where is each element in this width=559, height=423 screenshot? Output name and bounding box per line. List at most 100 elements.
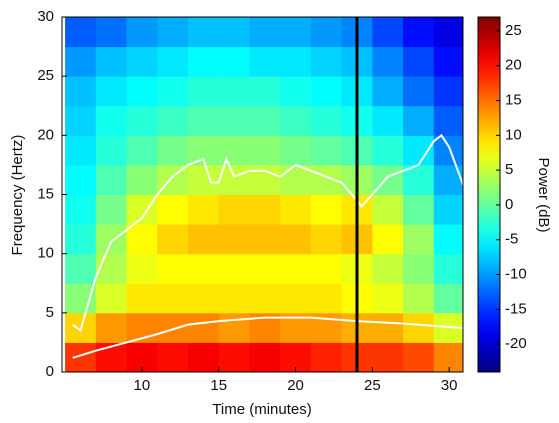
heatmap-cell — [249, 342, 281, 372]
y-tick-label: 5 — [46, 304, 54, 321]
heatmap-cell — [65, 164, 97, 195]
heatmap-cell — [310, 283, 343, 314]
heatmap-cell — [126, 17, 158, 48]
colorbar-tick-label: 25 — [505, 22, 522, 39]
colorbar-tick-label: -20 — [505, 335, 527, 352]
x-tick-label: 20 — [287, 377, 304, 394]
heatmap-cell — [187, 312, 220, 343]
heatmap-cell — [126, 224, 158, 255]
heatmap-cell — [280, 105, 312, 136]
heatmap-cell — [403, 164, 435, 195]
heatmap-cell — [65, 17, 97, 48]
heatmap-cell — [403, 105, 435, 136]
colorbar-tick-label: 0 — [505, 196, 513, 213]
heatmap-cell — [126, 194, 158, 225]
heatmap-cell — [187, 17, 220, 48]
colorbar-tick-label: 20 — [505, 57, 522, 74]
heatmap-cell — [95, 283, 128, 314]
heatmap-cell — [65, 46, 97, 77]
heatmap-cell — [249, 283, 281, 314]
colorbar — [477, 16, 501, 373]
heatmap-cell — [310, 105, 343, 136]
heatmap-cell — [280, 17, 312, 48]
heatmap-cell — [433, 17, 463, 48]
heatmap-cell — [403, 17, 435, 48]
heatmap-cell — [65, 76, 97, 107]
heatmap-cell — [372, 194, 404, 225]
heatmap-cell — [280, 283, 312, 314]
heatmap-cell — [157, 76, 189, 107]
heatmap-cell — [95, 135, 128, 166]
heatmap-cell — [218, 76, 250, 107]
heatmap-cell — [187, 283, 220, 314]
heatmap-cell — [95, 224, 128, 255]
heatmap-cell — [280, 76, 312, 107]
heatmap-cell — [372, 76, 404, 107]
heatmap-cell — [372, 253, 404, 284]
heatmap — [65, 17, 463, 372]
heatmap-cell — [280, 46, 312, 77]
heatmap-cell — [403, 76, 435, 107]
heatmap-cell — [249, 194, 281, 225]
heatmap-cell — [218, 105, 250, 136]
heatmap-cell — [249, 46, 281, 77]
heatmap-cell — [372, 224, 404, 255]
colorbar-tick-label: -15 — [505, 300, 527, 317]
y-tick-label: 15 — [37, 185, 54, 202]
heatmap-cell — [403, 342, 435, 372]
heatmap-cell — [126, 164, 158, 195]
heatmap-cell — [187, 105, 220, 136]
heatmap-cell — [126, 253, 158, 284]
heatmap-cell — [157, 17, 189, 48]
heatmap-cell — [310, 164, 343, 195]
heatmap-cell — [433, 76, 463, 107]
heatmap-cell — [65, 283, 97, 314]
heatmap-cell — [249, 253, 281, 284]
heatmap-cell — [372, 312, 404, 343]
heatmap-cell — [65, 224, 97, 255]
heatmap-cell — [126, 105, 158, 136]
heatmap-cell — [157, 135, 189, 166]
y-tick-label: 20 — [37, 126, 54, 143]
line — [72, 316, 463, 359]
heatmap-cell — [310, 224, 343, 255]
heatmap-cell — [403, 135, 435, 166]
x-tick-label: 25 — [364, 377, 381, 394]
heatmap-cell — [433, 224, 463, 255]
heatmap-cell — [157, 194, 189, 225]
heatmap-cell — [218, 224, 250, 255]
y-axis-label: Frequency (Hertz) — [9, 135, 26, 256]
heatmap-cell — [218, 135, 250, 166]
heatmap-cell — [372, 342, 404, 372]
heatmap-cell — [310, 76, 343, 107]
heatmap-cell — [403, 312, 435, 343]
heatmap-cell — [403, 194, 435, 225]
heatmap-cell — [218, 312, 250, 343]
heatmap-cell — [187, 253, 220, 284]
heatmap-cell — [249, 135, 281, 166]
heatmap-cell — [218, 342, 250, 372]
heatmap-cell — [372, 17, 404, 48]
heatmap-cell — [157, 312, 189, 343]
heatmap-cell — [187, 342, 220, 372]
x-tick-label: 15 — [210, 377, 227, 394]
heatmap-cell — [310, 253, 343, 284]
heatmap-cell — [372, 46, 404, 77]
heatmap-cell — [157, 105, 189, 136]
y-tick-label: 25 — [37, 67, 54, 84]
heatmap-cell — [372, 105, 404, 136]
heatmap-cell — [280, 224, 312, 255]
heatmap-cell — [126, 76, 158, 107]
colorbar-tick-label: -5 — [505, 231, 518, 248]
heatmap-cell — [433, 135, 463, 166]
colorbar-tick-label: 15 — [505, 91, 522, 108]
heatmap-cell — [95, 253, 128, 284]
heatmap-cell — [403, 224, 435, 255]
heatmap-cell — [218, 46, 250, 77]
line — [72, 133, 463, 333]
heatmap-cell — [65, 253, 97, 284]
heatmap-cell — [403, 253, 435, 284]
colorbar-label: Power (dB) — [535, 157, 552, 232]
heatmap-cell — [310, 46, 343, 77]
heatmap-cell — [126, 283, 158, 314]
